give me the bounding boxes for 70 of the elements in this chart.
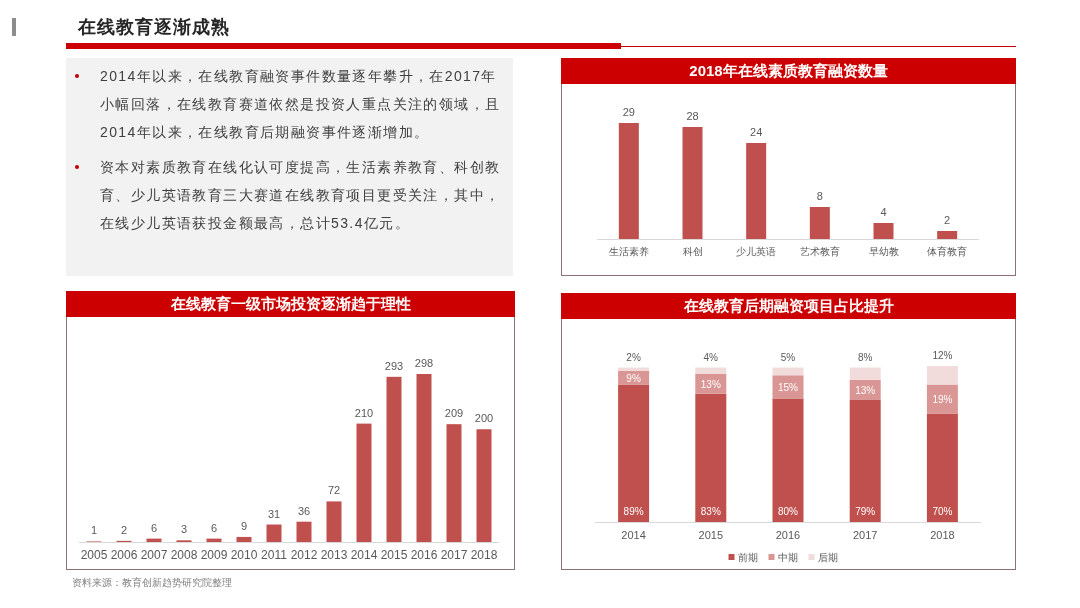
title: 在线教育逐渐成熟 <box>78 16 230 39</box>
data-label: 19% <box>932 394 953 406</box>
data-label: 2 <box>120 523 128 536</box>
data-label: 298 <box>414 357 434 369</box>
data-label: 6 <box>210 521 218 534</box>
x-tick-label: 2013 <box>320 548 348 562</box>
data-label: 1 <box>90 524 98 537</box>
x-tick-label: 2015 <box>698 529 724 541</box>
data-label: 4 <box>880 206 887 218</box>
title: 在线教育一级市场投资逐渐趋于理性 <box>170 295 411 312</box>
x-tick-label: 少儿英语 <box>736 246 777 257</box>
x-tick-label: 体育教育 <box>927 246 968 257</box>
x-tick-label: 2009 <box>200 548 228 562</box>
data-label: 28 <box>686 110 699 122</box>
x-tick-label: 艺术教育 <box>799 246 840 257</box>
data-label: 29 <box>622 106 635 118</box>
data-label: 9% <box>626 372 641 384</box>
data-label: 4% <box>703 351 719 363</box>
x-tick-label: 生活素养 <box>608 246 649 257</box>
data-label: 89% <box>623 506 644 517</box>
x-tick-label: 2015 <box>380 548 408 562</box>
x-tick-label: 早幼教 <box>868 246 899 257</box>
data-label: 5% <box>780 351 796 363</box>
data-label: 24 <box>750 126 763 138</box>
x-tick-label: 2007 <box>140 548 168 562</box>
data-label: 209 <box>444 407 464 420</box>
data-label: 9 <box>240 519 248 532</box>
x-tick-label: 2008 <box>170 548 198 562</box>
data-label: 2% <box>626 351 641 363</box>
annotation: 资本对素质教育在线化认可度提高，生活素养教育、科创教育、少儿英语教育三大赛道在线教育项目更受关注，其中，在线少儿英语获投金额最高，总计53.4亿元。 <box>100 158 502 233</box>
x-tick-label: 2010 <box>230 548 258 562</box>
data-label: 79% <box>855 506 876 517</box>
data-label: 8 <box>816 190 823 202</box>
data-label: 31 <box>267 507 281 520</box>
title: 在线教育后期融资项目占比提升 <box>683 297 894 314</box>
data-label: 13% <box>700 378 721 390</box>
data-label: 36 <box>297 504 311 517</box>
legend-label: 后期 <box>817 552 838 563</box>
x-tick-label: 2012 <box>290 548 318 562</box>
data-label: 70% <box>932 506 953 517</box>
x-tick-label: 2011 <box>261 548 287 562</box>
data-label: 2 <box>944 214 951 226</box>
data-label: 8% <box>857 351 873 363</box>
x-tick-label: 科创 <box>682 246 703 257</box>
x-tick-label: 2016 <box>410 548 438 562</box>
title: 2018年在线素质教育融资数量 <box>689 62 888 79</box>
x-tick-label: 2018 <box>470 548 498 562</box>
annotation: 资料来源：教育创新趋势研究院整理 <box>72 577 232 588</box>
annotation: 2014年以来，在线教育融资事件数量逐年攀升，在2017年小幅回落，在线教育赛道依然是投资人重点关注的领域，且2014年以来，在线教育后期融资事件逐渐增加。 <box>100 67 502 142</box>
x-tick-label: 2005 <box>80 548 108 562</box>
x-tick-label: 2018 <box>930 529 955 541</box>
x-tick-label: 2006 <box>110 548 138 562</box>
x-tick-label: 2017 <box>440 548 468 562</box>
legend-label: 中期 <box>777 552 798 563</box>
data-label: 200 <box>474 412 494 425</box>
data-label: 83% <box>700 506 721 517</box>
data-label: 210 <box>354 406 374 419</box>
data-label: 72 <box>327 484 341 497</box>
x-tick-label: 2016 <box>775 529 801 541</box>
data-label: 12% <box>932 350 953 361</box>
data-label: 80% <box>778 506 798 517</box>
x-tick-label: 2014 <box>350 548 378 562</box>
x-tick-label: 2017 <box>852 529 878 541</box>
x-tick-label: 2014 <box>621 529 646 541</box>
data-label: 6 <box>150 521 158 534</box>
data-label: 13% <box>855 384 876 396</box>
data-label: 15% <box>778 381 798 393</box>
legend-label: 前期 <box>737 552 758 563</box>
data-label: 3 <box>180 523 188 536</box>
data-label: 293 <box>384 359 404 372</box>
